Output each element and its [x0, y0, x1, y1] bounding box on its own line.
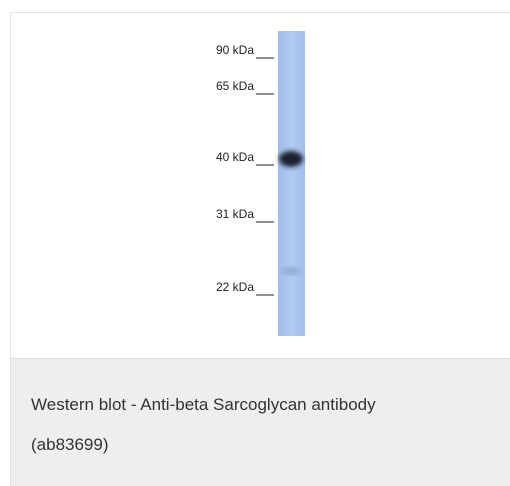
marker-label: 22 kDa [216, 280, 254, 294]
product-image-card: 90 kDa 65 kDa 40 kDa 31 kDa 22 kDa Weste… [10, 12, 510, 486]
faint-band [282, 267, 300, 275]
blot-image: 90 kDa 65 kDa 40 kDa 31 kDa 22 kDa [11, 13, 509, 357]
marker-label: 40 kDa [216, 150, 254, 164]
caption: Western blot - Anti-beta Sarcoglycan ant… [11, 358, 510, 486]
band [279, 151, 303, 167]
marker-label: 90 kDa [216, 43, 254, 57]
marker-labels: 90 kDa 65 kDa 40 kDa 31 kDa 22 kDa [216, 43, 254, 294]
caption-line: Western blot - Anti-beta Sarcoglycan ant… [31, 395, 376, 415]
caption-line: (ab83699) [31, 435, 109, 455]
marker-ticks [256, 58, 274, 295]
marker-label: 31 kDa [216, 207, 254, 221]
gel-lane [278, 31, 305, 336]
marker-label: 65 kDa [216, 79, 254, 93]
